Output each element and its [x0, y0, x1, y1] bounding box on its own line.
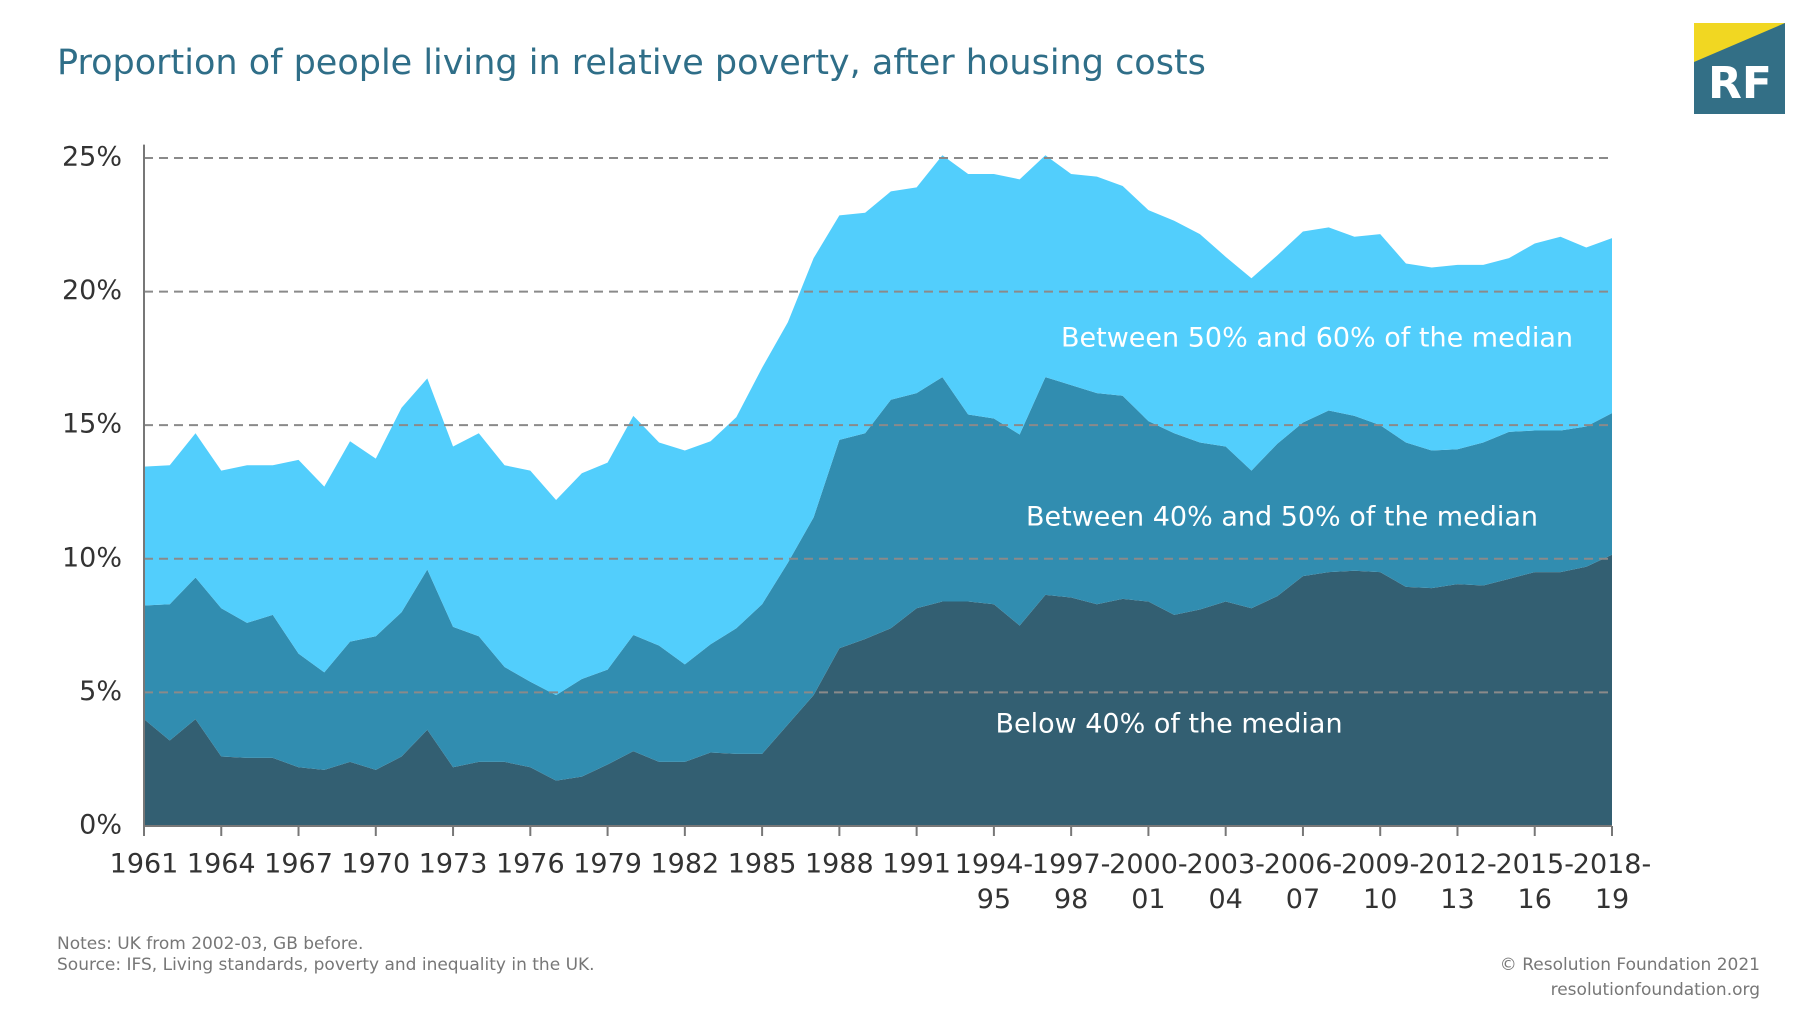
x-tick-label: 1970 [341, 849, 410, 880]
logo: RF [1694, 23, 1785, 114]
x-tick-label: 1976 [496, 849, 565, 880]
logo-accent [1694, 23, 1785, 62]
x-tick-label: 2000-01 [1109, 849, 1187, 915]
x-tick-label: 2015-16 [1496, 849, 1574, 915]
x-tick-label: 1961 [110, 849, 179, 880]
x-tick-label: 2009-10 [1341, 849, 1419, 915]
y-tick-label: 0% [79, 810, 122, 841]
area [144, 554, 1612, 826]
x-tick-label: 1994-95 [955, 849, 1033, 915]
x-tick-label: 2006-07 [1264, 849, 1342, 915]
source: Source: IFS, Living standards, poverty a… [57, 955, 595, 975]
copyright: © Resolution Foundation 2021 [1500, 955, 1760, 975]
chart-title: Proportion of people living in relative … [57, 43, 1206, 83]
x-tick-label: 1979 [573, 849, 642, 880]
x-tick-label: 1982 [650, 849, 719, 880]
y-tick-label: 25% [62, 141, 122, 172]
x-tick-label: 1964 [187, 849, 256, 880]
y-tick-label: 20% [62, 275, 122, 306]
y-tick-label: 5% [79, 676, 122, 707]
series-label: Between 40% and 50% of the median [1026, 502, 1538, 533]
plot: 0% 5% 10% 15% 20% 25% 1961 1964 1967 1970 1973 1976… [62, 141, 1651, 914]
x-tick-label: 1967 [264, 849, 333, 880]
x-tick-label: 1973 [419, 849, 488, 880]
x-tick-label: 1988 [805, 849, 874, 880]
notes: Notes: UK from 2002-03, GB before. [57, 934, 363, 954]
area [144, 377, 1612, 781]
website: resolutionfoundation.org [1551, 980, 1760, 1000]
x-tick-label: 1991 [882, 849, 951, 880]
x-tick-label: 2012-13 [1418, 849, 1496, 915]
series-label: Between 50% and 60% of the median [1061, 323, 1573, 354]
y-tick-label: 10% [62, 542, 122, 573]
x-tick-label: 2018-19 [1573, 849, 1651, 915]
x-tick-label: 1997-98 [1032, 849, 1110, 915]
x-tick-label: 2003-04 [1186, 849, 1264, 915]
series-label: Below 40% of the median [995, 709, 1342, 740]
y-tick-label: 15% [62, 409, 122, 440]
area [144, 155, 1612, 696]
x-tick-label: 1985 [728, 849, 797, 880]
logo-text: RF [1708, 58, 1772, 109]
